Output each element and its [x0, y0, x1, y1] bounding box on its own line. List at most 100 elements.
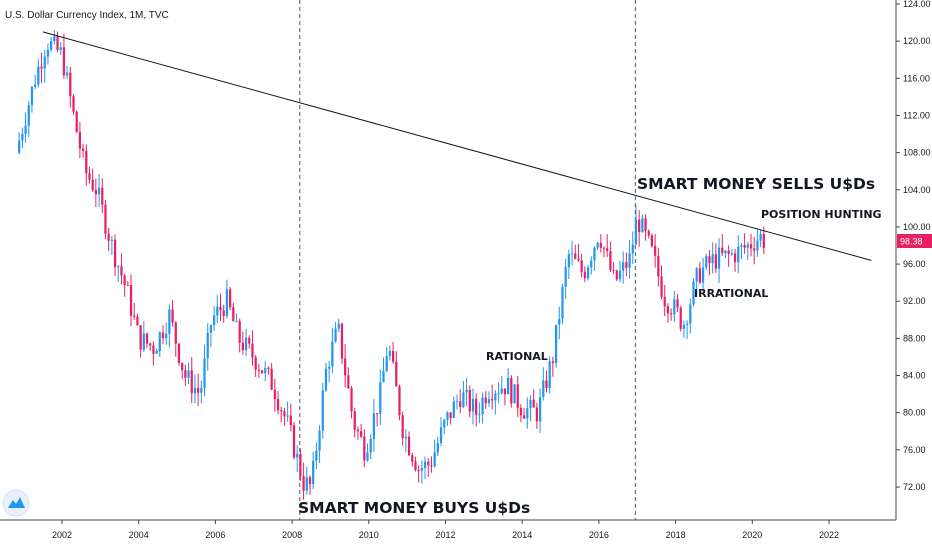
candle-body: [475, 399, 478, 415]
candle-body: [398, 386, 401, 416]
candle-body: [724, 250, 727, 254]
annotation-smart-money-sells: SMART MONEY SELLS U$Ds: [637, 175, 875, 193]
candle-body: [446, 412, 449, 420]
x-tick-label: 2002: [52, 530, 72, 540]
candle-body: [136, 316, 139, 326]
candle-body: [257, 369, 260, 371]
candle-body: [315, 450, 318, 461]
candle-body: [379, 382, 382, 414]
x-tick-label: 2022: [819, 530, 839, 540]
candle-body: [417, 470, 420, 472]
candle-body: [644, 218, 647, 231]
candle-body: [139, 325, 142, 350]
candle-body: [529, 399, 532, 409]
candle-body: [420, 468, 423, 471]
candle-body: [503, 388, 507, 395]
candle-body: [30, 86, 34, 106]
candle-body: [625, 262, 628, 268]
candle-body: [564, 266, 567, 287]
candle-body: [251, 343, 254, 358]
candle-body: [740, 245, 743, 247]
x-tick-label: 2008: [282, 530, 302, 540]
candle-body: [62, 47, 66, 76]
candle-body: [59, 47, 62, 50]
candle-body: [43, 56, 46, 69]
candle-body: [478, 414, 481, 416]
candle-body: [193, 387, 197, 394]
candle-body: [404, 436, 407, 439]
candle-body: [18, 140, 21, 153]
candle-body: [344, 358, 347, 376]
y-tick-label: 104.00: [903, 185, 931, 195]
candle-body: [72, 96, 75, 112]
candle-body: [302, 476, 305, 491]
candle-body: [730, 253, 733, 255]
candle-body: [507, 377, 510, 395]
candle-body: [53, 36, 56, 42]
annotation-irrational: IRRATIONAL: [694, 287, 768, 300]
candle-body: [133, 315, 136, 317]
candle-body: [500, 388, 503, 394]
y-tick-label: 120.00: [903, 36, 931, 46]
candle-body: [721, 247, 724, 254]
candle-body: [705, 256, 708, 268]
candle-body: [682, 324, 686, 329]
candle-body: [606, 248, 609, 252]
candle-body: [487, 399, 491, 404]
candle-body: [433, 452, 436, 467]
x-tick-label: 2020: [742, 530, 762, 540]
candle-body: [491, 399, 494, 401]
candle-body: [113, 239, 117, 268]
candle-body: [161, 332, 165, 339]
candle-body: [574, 253, 577, 259]
candle-body: [558, 318, 561, 325]
candle-body: [526, 408, 529, 419]
candle-body: [206, 332, 209, 359]
candle-body: [513, 384, 516, 404]
candle-body: [468, 389, 471, 412]
candle-body: [216, 306, 219, 316]
candle-body: [685, 323, 689, 325]
candle-body: [27, 105, 30, 126]
candle-body: [187, 370, 190, 378]
x-tick-label: 2012: [435, 530, 455, 540]
annotation-rational: RATIONAL: [486, 350, 548, 363]
candle-body: [714, 254, 717, 269]
candle-body: [174, 322, 177, 344]
candle-body: [46, 49, 50, 57]
candle-body: [567, 254, 570, 267]
candle-body: [254, 357, 257, 370]
candle-body: [334, 328, 337, 342]
candle-body: [219, 306, 222, 311]
candle-body: [459, 401, 462, 407]
y-tick-label: 76.00: [903, 445, 926, 455]
tradingview-logo[interactable]: [2, 489, 30, 517]
candle-body: [369, 438, 372, 453]
candle-body: [689, 304, 692, 324]
candle-body: [37, 66, 40, 85]
candle-body: [308, 477, 312, 485]
candle-body: [321, 390, 324, 431]
candle-body: [280, 410, 283, 412]
candle-body: [711, 254, 714, 264]
candle-body: [222, 310, 225, 316]
candle-body: [350, 388, 353, 412]
candle-body: [561, 286, 564, 319]
candle-body: [244, 337, 248, 351]
candle-body: [759, 233, 762, 241]
candle-body: [299, 453, 302, 477]
candle-body: [305, 477, 308, 491]
candle-body: [241, 342, 245, 351]
annotation-smart-money-buys: SMART MONEY BUYS U$Ds: [298, 499, 530, 517]
candle-body: [551, 361, 554, 364]
candle-body: [663, 297, 666, 307]
candle-body: [97, 187, 101, 195]
candle-body: [267, 367, 270, 369]
candle-body: [165, 333, 168, 339]
candle-body: [142, 333, 145, 350]
y-tick-label: 100.00: [903, 222, 931, 232]
y-tick-label: 92.00: [903, 296, 926, 306]
candle-body: [24, 125, 27, 135]
candles: [18, 29, 765, 500]
last-price-tag: 98.38: [897, 234, 932, 248]
